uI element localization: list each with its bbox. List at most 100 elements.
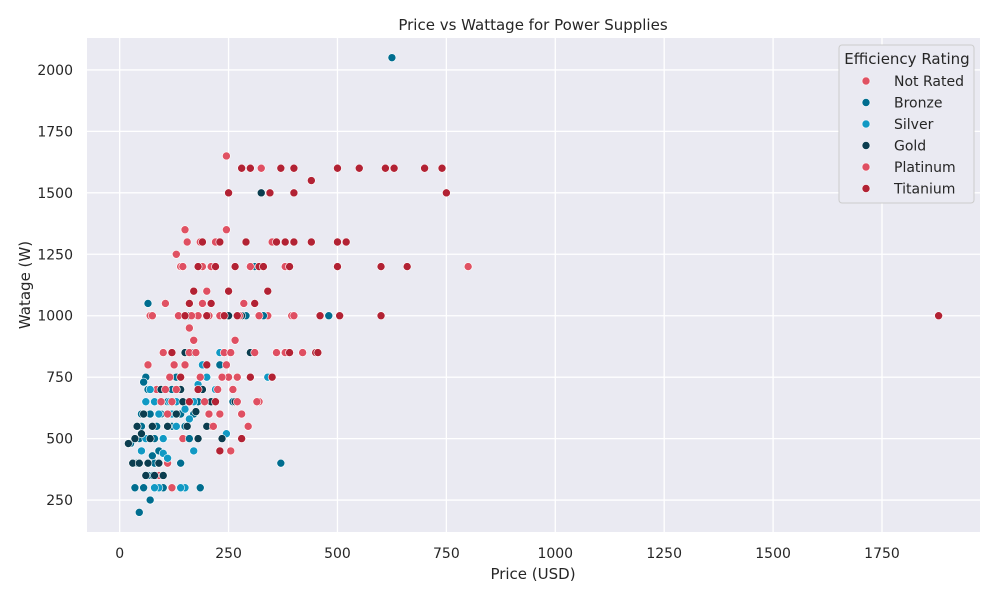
- legend-label: Platinum: [894, 160, 956, 176]
- data-point: [185, 414, 194, 424]
- legend-items: Not Rated Bronze Silver Gold Platinum Titaniu…: [861, 74, 964, 198]
- data-point: [324, 311, 334, 321]
- data-point: [176, 372, 185, 382]
- data-point: [185, 397, 194, 407]
- data-point: [402, 262, 412, 271]
- data-point: [191, 407, 201, 416]
- data-point: [285, 348, 294, 357]
- x-tick-label: 1500: [755, 546, 791, 562]
- data-point: [139, 409, 148, 419]
- data-point: [161, 385, 170, 394]
- data-point: [137, 446, 146, 456]
- data-point: [139, 377, 148, 387]
- legend-marker: [861, 98, 871, 107]
- data-point: [198, 237, 207, 247]
- data-point: [232, 397, 242, 407]
- data-point: [172, 422, 181, 431]
- data-point: [232, 311, 242, 321]
- data-point: [154, 458, 164, 468]
- chart-title: Price vs Wattage for Power Supplies: [398, 16, 668, 34]
- data-point: [230, 335, 240, 345]
- data-point: [195, 483, 205, 493]
- data-point: [193, 262, 203, 271]
- data-point: [276, 458, 286, 468]
- data-point: [376, 311, 386, 321]
- legend-title: Efficiency Rating: [844, 50, 969, 68]
- data-point: [389, 163, 399, 173]
- y-tick-label: 2000: [37, 63, 73, 79]
- data-point: [246, 163, 255, 173]
- legend-label: Not Rated: [894, 74, 964, 90]
- data-point: [276, 163, 286, 173]
- data-point: [259, 262, 268, 271]
- data-point: [213, 385, 222, 394]
- x-tick-label: 0: [115, 546, 124, 562]
- data-point: [132, 422, 142, 431]
- data-point: [250, 348, 260, 357]
- data-point: [267, 372, 277, 382]
- data-point: [150, 471, 159, 480]
- data-point: [222, 151, 231, 161]
- data-point: [185, 434, 194, 443]
- data-point: [307, 176, 316, 185]
- data-point: [243, 422, 253, 431]
- data-point: [148, 311, 157, 321]
- data-point: [180, 404, 190, 414]
- data-point: [130, 434, 140, 443]
- data-point: [169, 360, 179, 370]
- data-point: [180, 225, 190, 235]
- data-point: [215, 409, 225, 419]
- data-point: [420, 163, 429, 173]
- data-point: [289, 237, 299, 247]
- data-point: [230, 262, 240, 271]
- data-point: [185, 299, 194, 308]
- data-point: [289, 188, 299, 198]
- y-tick-label: 1750: [37, 124, 73, 140]
- y-tick-label: 1500: [37, 186, 73, 202]
- data-point: [226, 348, 236, 357]
- data-point: [215, 446, 225, 456]
- data-point: [254, 311, 264, 321]
- data-point: [280, 237, 290, 247]
- data-point: [148, 422, 157, 431]
- data-point: [376, 262, 386, 271]
- data-point: [341, 237, 351, 247]
- data-point: [193, 385, 203, 394]
- data-point: [265, 188, 275, 198]
- data-point: [139, 483, 148, 493]
- data-point: [256, 188, 266, 198]
- data-point: [148, 451, 157, 461]
- data-point: [298, 348, 307, 357]
- data-point: [158, 471, 168, 480]
- data-point: [209, 422, 218, 431]
- legend-marker: [861, 119, 871, 129]
- data-point: [289, 311, 299, 321]
- data-point: [313, 348, 323, 357]
- legend: Efficiency Rating Not Rated Bronze Silver G…: [838, 44, 975, 204]
- data-point: [202, 286, 212, 296]
- data-points: [124, 53, 943, 517]
- data-point: [285, 262, 294, 271]
- legend-marker: [861, 184, 871, 193]
- data-point: [354, 163, 364, 173]
- data-point: [228, 385, 238, 394]
- data-point: [252, 397, 262, 407]
- x-tick-labels: 0 250 500 750 1000 1250 1500 1750: [115, 546, 900, 562]
- data-point: [246, 372, 255, 382]
- data-point: [200, 397, 209, 407]
- data-point: [226, 446, 236, 456]
- y-tick-label: 1250: [37, 247, 73, 263]
- data-point: [224, 286, 233, 296]
- data-point: [198, 299, 207, 308]
- data-point: [239, 299, 249, 308]
- data-point: [189, 446, 199, 456]
- data-point: [222, 225, 231, 235]
- data-point: [182, 422, 192, 431]
- data-point: [167, 348, 177, 357]
- data-point: [191, 348, 201, 357]
- data-point: [185, 323, 194, 333]
- data-point: [442, 188, 451, 198]
- data-point: [137, 429, 146, 438]
- data-point: [158, 348, 168, 357]
- y-tick-labels: 250 500 750 1000 1250 1500 1750 2000: [37, 63, 73, 509]
